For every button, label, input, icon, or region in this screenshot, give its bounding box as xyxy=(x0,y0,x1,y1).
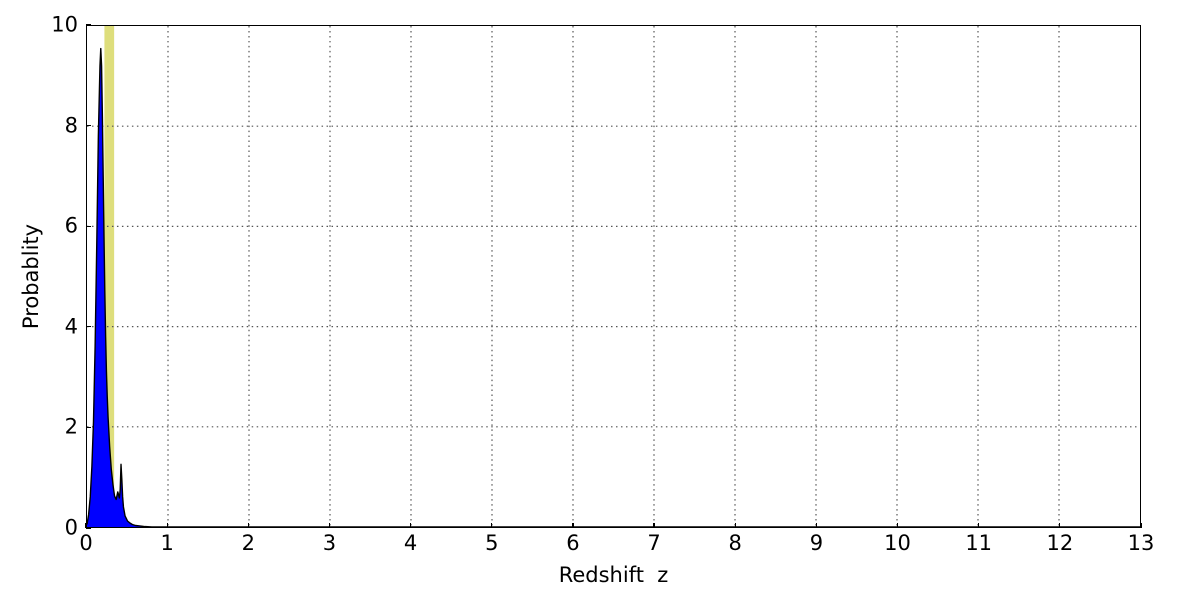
x-axis-label: Redshift z xyxy=(558,563,669,587)
x-tick-mark xyxy=(815,523,818,528)
x-tick-mark xyxy=(491,523,493,528)
x-tick-label: 1 xyxy=(160,531,174,555)
y-tick-label: 4 xyxy=(64,314,78,339)
y-tick-mark xyxy=(86,426,91,429)
y-tick-label: 0 xyxy=(64,515,78,540)
x-tick-mark xyxy=(896,523,899,528)
band-layer xyxy=(104,26,115,527)
x-tick-label: 4 xyxy=(403,531,418,555)
y-tick-label: 6 xyxy=(64,213,78,238)
pdf-curve xyxy=(87,47,1140,527)
gridlines xyxy=(87,26,1140,527)
x-tick-label: 11 xyxy=(965,531,993,555)
y-tick-mark xyxy=(86,24,91,26)
x-tick-mark xyxy=(1140,523,1142,528)
y-axis-label: Probablity xyxy=(19,223,43,330)
x-tick-label: 7 xyxy=(647,531,661,555)
x-tick-label: 12 xyxy=(1046,531,1074,555)
x-tick-label: 6 xyxy=(566,531,580,555)
x-tick-mark xyxy=(85,523,87,528)
x-tick-mark xyxy=(978,523,980,528)
x-tick-mark xyxy=(734,523,736,528)
x-tick-label: 9 xyxy=(809,531,824,555)
x-tick-mark xyxy=(572,523,574,528)
x-tick-label: 5 xyxy=(485,531,499,555)
y-tick-label: 8 xyxy=(64,113,78,138)
x-tick-label: 2 xyxy=(241,531,255,555)
y-tick-label: 2 xyxy=(64,414,78,439)
x-tick-label: 10 xyxy=(884,531,911,555)
x-tick-mark xyxy=(166,523,168,528)
y-tick-mark xyxy=(86,527,91,529)
x-tick-label: 8 xyxy=(728,531,742,555)
x-tick-mark xyxy=(247,523,249,528)
x-tick-label: 13 xyxy=(1127,531,1155,555)
x-tick-label: 3 xyxy=(322,531,337,555)
x-tick-mark xyxy=(653,523,655,528)
y-tick-label: 10 xyxy=(51,12,78,37)
y-tick-mark xyxy=(86,225,91,227)
x-tick-mark xyxy=(328,523,331,528)
x-tick-mark xyxy=(1059,523,1061,528)
x-tick-label: 0 xyxy=(79,531,93,555)
y-tick-mark xyxy=(86,124,91,127)
plot-area xyxy=(86,25,1141,528)
y-tick-mark xyxy=(86,326,91,328)
x-tick-mark xyxy=(409,523,412,528)
